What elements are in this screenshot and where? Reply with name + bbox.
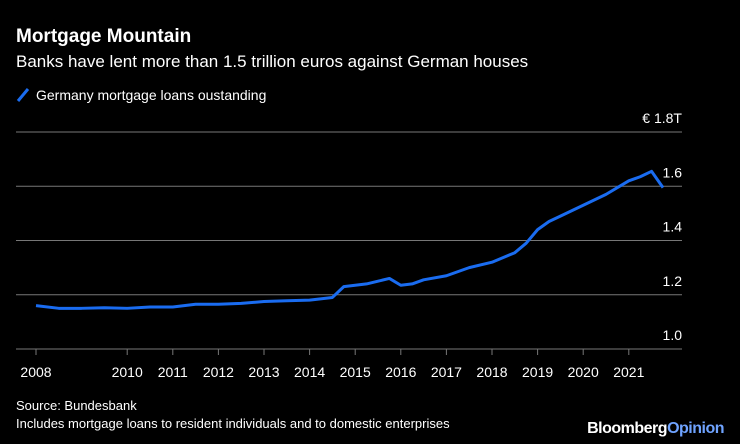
x-tick-label: 2013: [248, 364, 279, 380]
chart-subtitle: Banks have lent more than 1.5 trillion e…: [16, 52, 528, 71]
x-tick-label: 2014: [294, 364, 325, 380]
x-tick-label: 2018: [476, 364, 507, 380]
line: [35, 169, 665, 310]
y-tick-label: 1.4: [663, 219, 683, 235]
x-tick-label: 2008: [20, 364, 51, 380]
x-tick-label: 2017: [431, 364, 462, 380]
source: Source: Bundesbank: [16, 398, 137, 413]
note: Includes mortgage loans to resident indi…: [16, 416, 450, 431]
x-tick-label: 2021: [613, 364, 644, 380]
y-tick-label: 1.6: [663, 164, 683, 180]
legend-label: Germany mortgage loans oustanding: [36, 87, 266, 103]
brand-name: Bloomberg: [587, 420, 667, 437]
brand-suffix: Opinion: [667, 420, 724, 437]
y-tick-label: 1.0: [663, 327, 683, 343]
x-tick-label: 2019: [522, 364, 553, 380]
chart-title: Mortgage Mountain: [16, 26, 191, 47]
x-tick-label: 2012: [203, 364, 234, 380]
x-tick-label: 2020: [568, 364, 599, 380]
y-tick-label: 1.2: [663, 273, 683, 289]
legend-swatch: [16, 88, 30, 102]
y-tick-label: € 1.8T: [642, 110, 682, 126]
brand: BloombergOpinion: [587, 420, 724, 437]
x-tick-label: 2010: [112, 364, 143, 380]
x-tick-label: 2011: [158, 364, 188, 380]
x-tick-label: 2015: [340, 364, 371, 380]
x-tick-label: 2016: [385, 364, 416, 380]
